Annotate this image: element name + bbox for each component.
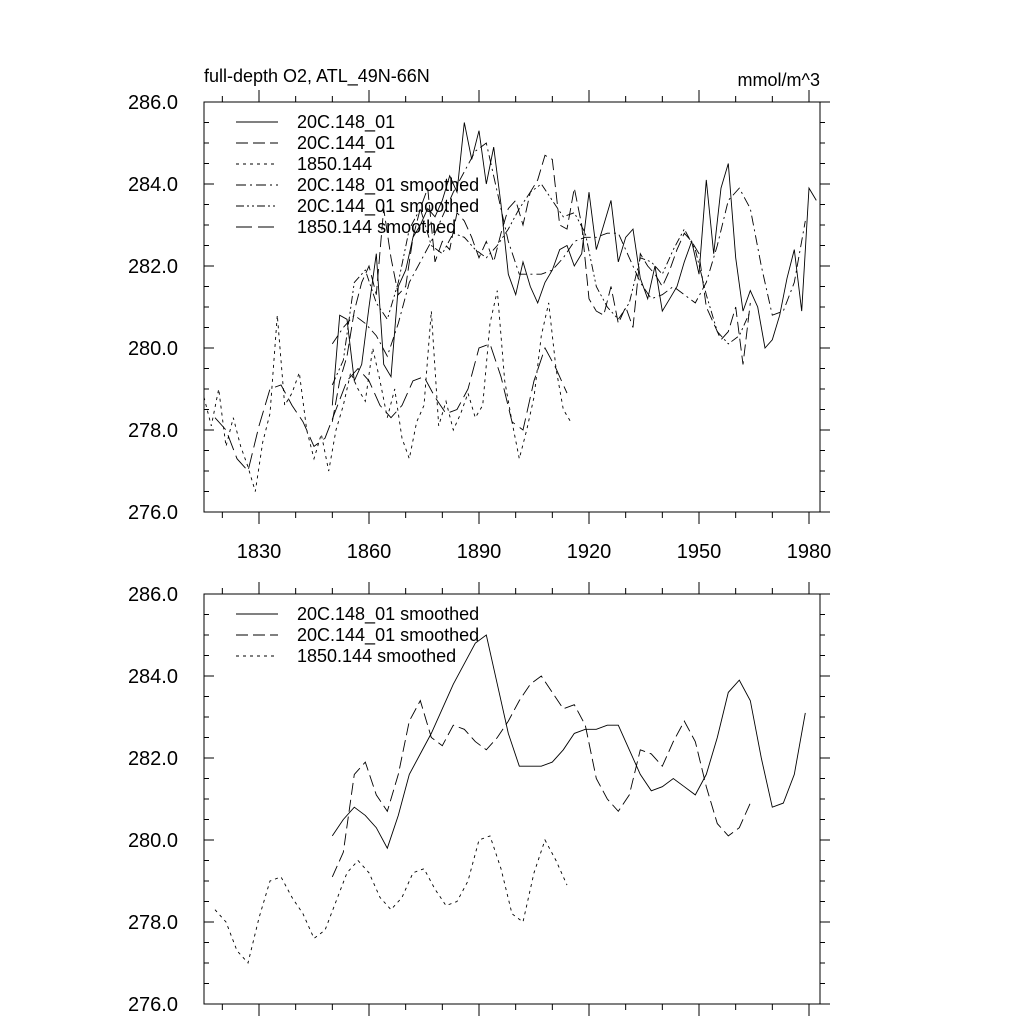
units-label: mmol/m^3 bbox=[738, 70, 820, 90]
y-tick-label: 284.0 bbox=[128, 174, 178, 196]
y-tick-label: 282.0 bbox=[128, 256, 178, 278]
chart-title: full-depth O2, ATL_49N-66N bbox=[204, 66, 430, 87]
axis-ticks bbox=[204, 582, 830, 1016]
series-lines bbox=[203, 122, 817, 492]
legend-label: 20C.144_01 smoothed bbox=[297, 625, 479, 646]
y-tick-label: 278.0 bbox=[128, 420, 178, 442]
y-tick-label: 276.0 bbox=[128, 502, 178, 524]
series-line bbox=[214, 835, 568, 964]
y-tick-label: 286.0 bbox=[128, 584, 178, 606]
x-tick-label: 1860 bbox=[347, 541, 392, 563]
axis-ticks bbox=[204, 90, 830, 524]
x-tick-labels: 1830 1860 1890 1920 1950 1980 bbox=[237, 541, 832, 563]
y-tick-label: 284.0 bbox=[128, 666, 178, 688]
x-tick-label: 1830 bbox=[237, 541, 282, 563]
series-lines bbox=[214, 634, 806, 964]
x-tick-label: 1950 bbox=[677, 541, 722, 563]
legend-label: 1850.144 smoothed bbox=[297, 646, 456, 666]
y-tick-labels: 276.0 278.0 280.0 282.0 284.0 286.0 bbox=[128, 92, 178, 524]
legend-label: 20C.148_01 smoothed bbox=[297, 175, 479, 196]
series-line bbox=[331, 122, 817, 406]
y-tick-label: 278.0 bbox=[128, 912, 178, 934]
series-line bbox=[331, 142, 806, 358]
series-line bbox=[331, 183, 751, 386]
bottom-panel: 276.0 278.0 280.0 282.0 284.0 286.0 20C.148_0… bbox=[128, 582, 830, 1016]
series-line bbox=[214, 343, 568, 472]
y-tick-label: 280.0 bbox=[128, 338, 178, 360]
series-line bbox=[331, 154, 751, 422]
top-panel: full-depth O2, ATL_49N-66N mmol/m^3 276.… bbox=[128, 66, 831, 563]
legend-label: 1850.144 smoothed bbox=[297, 217, 456, 237]
legend-label: 20C.144_01 bbox=[297, 133, 395, 154]
series-line bbox=[331, 634, 806, 850]
y-tick-label: 282.0 bbox=[128, 748, 178, 770]
y-tick-label: 286.0 bbox=[128, 92, 178, 114]
legend-label: 20C.148_01 smoothed bbox=[297, 604, 479, 625]
x-tick-label: 1920 bbox=[567, 541, 612, 563]
y-tick-labels: 276.0 278.0 280.0 282.0 284.0 286.0 bbox=[128, 584, 178, 1016]
x-tick-label: 1890 bbox=[457, 541, 502, 563]
series-line bbox=[203, 290, 572, 492]
series-line bbox=[331, 675, 751, 878]
legend-label: 1850.144 bbox=[297, 154, 372, 174]
legend-label: 20C.148_01 bbox=[297, 112, 395, 133]
legend-label: 20C.144_01 smoothed bbox=[297, 196, 479, 217]
y-tick-label: 280.0 bbox=[128, 830, 178, 852]
x-tick-label: 1980 bbox=[787, 541, 832, 563]
y-tick-label: 276.0 bbox=[128, 994, 178, 1016]
